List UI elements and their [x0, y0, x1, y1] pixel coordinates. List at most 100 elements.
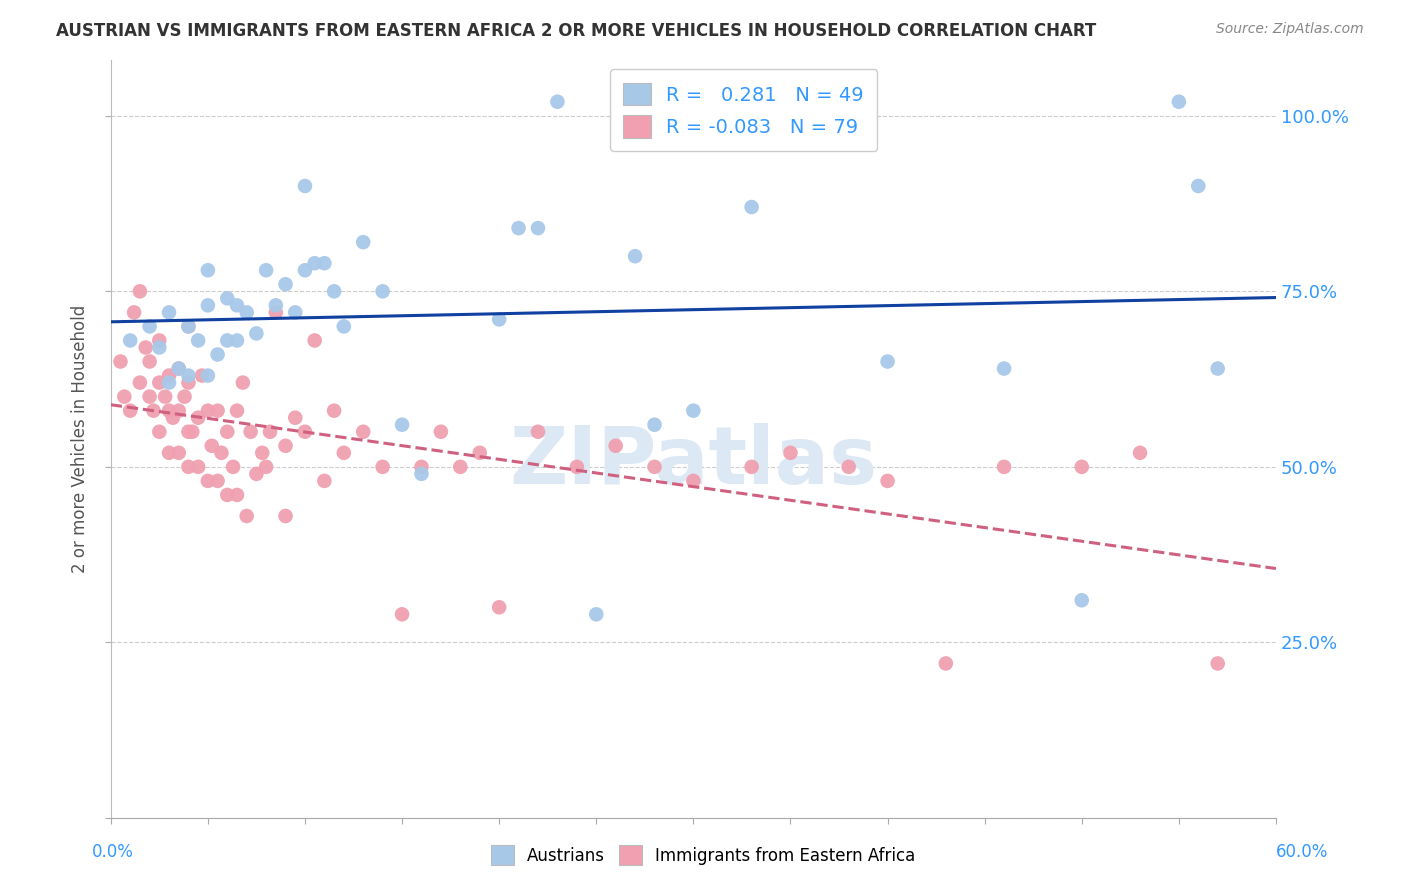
Point — [1070, 593, 1092, 607]
Point — [120, 334, 142, 348]
Point — [197, 403, 219, 417]
Point — [181, 425, 204, 439]
Point — [138, 354, 160, 368]
Legend: Austrians, Immigrants from Eastern Africa: Austrians, Immigrants from Eastern Afric… — [482, 837, 924, 873]
Point — [197, 263, 219, 277]
Point — [148, 334, 170, 348]
Point — [122, 305, 145, 319]
Point — [226, 298, 249, 312]
Point — [207, 474, 229, 488]
Point — [162, 410, 184, 425]
Point — [333, 319, 356, 334]
Point — [173, 390, 195, 404]
Point — [371, 285, 394, 299]
Y-axis label: 2 or more Vehicles in Household: 2 or more Vehicles in Household — [72, 305, 89, 573]
Point — [644, 459, 666, 474]
Point — [226, 403, 249, 417]
Point — [148, 341, 170, 355]
Point — [245, 326, 267, 341]
Point — [1070, 459, 1092, 474]
Point — [274, 439, 297, 453]
Point — [391, 417, 413, 432]
Point — [217, 334, 239, 348]
Point — [207, 403, 229, 417]
Point — [197, 368, 219, 383]
Point — [304, 334, 326, 348]
Point — [207, 347, 229, 361]
Point — [411, 459, 433, 474]
Point — [741, 200, 763, 214]
Point — [112, 390, 135, 404]
Point — [624, 249, 647, 263]
Point — [157, 376, 180, 390]
Point — [254, 263, 277, 277]
Point — [217, 291, 239, 305]
Point — [371, 459, 394, 474]
Point — [187, 459, 209, 474]
Point — [226, 334, 249, 348]
Point — [468, 446, 491, 460]
Point — [201, 439, 224, 453]
Point — [177, 425, 200, 439]
Point — [110, 354, 132, 368]
Point — [585, 607, 607, 622]
Point — [294, 179, 316, 194]
Point — [314, 256, 336, 270]
Point — [411, 467, 433, 481]
Point — [1187, 179, 1209, 194]
Point — [935, 657, 957, 671]
Point — [197, 474, 219, 488]
Point — [779, 446, 801, 460]
Point — [264, 298, 287, 312]
Point — [391, 607, 413, 622]
Point — [876, 474, 898, 488]
Point — [177, 319, 200, 334]
Point — [259, 425, 281, 439]
Point — [1206, 361, 1229, 376]
Point — [157, 403, 180, 417]
Point — [129, 376, 152, 390]
Point — [167, 446, 190, 460]
Point — [333, 446, 356, 460]
Point — [1129, 446, 1152, 460]
Point — [148, 425, 170, 439]
Point — [157, 305, 180, 319]
Point — [1206, 657, 1229, 671]
Point — [157, 446, 180, 460]
Text: AUSTRIAN VS IMMIGRANTS FROM EASTERN AFRICA 2 OR MORE VEHICLES IN HOUSEHOLD CORRE: AUSTRIAN VS IMMIGRANTS FROM EASTERN AFRI… — [56, 22, 1097, 40]
Point — [352, 425, 374, 439]
Point — [232, 376, 254, 390]
Point — [211, 446, 233, 460]
Point — [876, 354, 898, 368]
Point — [565, 459, 588, 474]
Point — [527, 221, 550, 235]
Point — [157, 368, 180, 383]
Point — [252, 446, 274, 460]
Point — [993, 459, 1015, 474]
Point — [153, 390, 176, 404]
Point — [430, 425, 453, 439]
Point — [177, 368, 200, 383]
Point — [217, 488, 239, 502]
Point — [235, 305, 257, 319]
Point — [314, 474, 336, 488]
Point — [284, 410, 307, 425]
Point — [226, 488, 249, 502]
Point — [120, 403, 142, 417]
Point — [488, 312, 510, 326]
Point — [138, 319, 160, 334]
Point — [294, 425, 316, 439]
Point — [294, 263, 316, 277]
Point — [135, 341, 157, 355]
Point — [142, 403, 165, 417]
Point — [508, 221, 530, 235]
Point — [741, 459, 763, 474]
Point — [838, 459, 860, 474]
Point — [177, 376, 200, 390]
Point — [527, 425, 550, 439]
Point — [239, 425, 262, 439]
Point — [323, 403, 346, 417]
Point — [274, 508, 297, 523]
Point — [449, 459, 471, 474]
Point — [993, 361, 1015, 376]
